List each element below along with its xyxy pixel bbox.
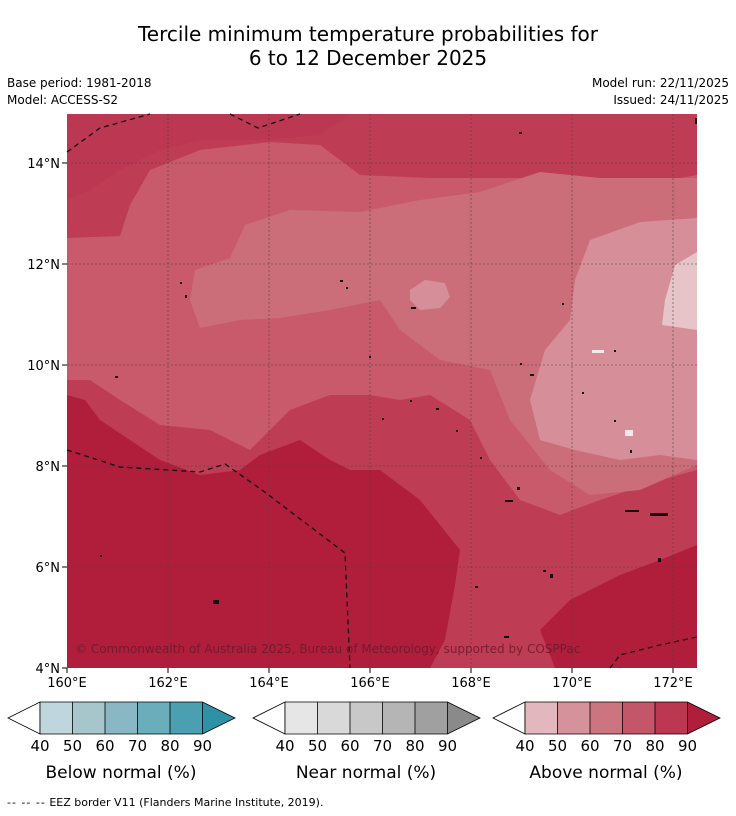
lat-label: 8°N — [36, 460, 61, 475]
legend-swatch — [170, 702, 203, 734]
legend-swatch — [525, 702, 558, 734]
region-40-50-island — [410, 280, 450, 310]
eez-borders — [66, 113, 698, 669]
legend-min-arrow — [252, 701, 286, 735]
legend-swatch — [285, 702, 318, 734]
legend-tick: 90 — [438, 737, 457, 755]
legend-tick: 60 — [580, 737, 599, 755]
issued-date: Issued: 24/11/2025 — [613, 93, 729, 107]
legend-tick: 50 — [308, 737, 327, 755]
legend-near-normal: 40 50 60 70 80 90 Near normal (%) — [252, 701, 481, 783]
legend-swatch — [557, 702, 590, 734]
legend-swatch — [622, 702, 655, 734]
axis-ticks — [62, 162, 674, 673]
legend-label-below: Below normal (%) — [46, 763, 197, 783]
islands — [100, 118, 697, 638]
model-run: Model run: 22/11/2025 — [591, 76, 729, 90]
region-80-90-south — [67, 395, 460, 668]
lat-label: 4°N — [36, 662, 61, 677]
lat-label: 12°N — [27, 258, 60, 273]
region-near-40 — [662, 252, 697, 330]
legend-label-near: Near normal (%) — [296, 763, 436, 783]
legend-min-arrow — [492, 701, 526, 735]
title-line-2: 6 to 12 December 2025 — [248, 46, 488, 70]
legend-min-arrow — [7, 701, 41, 735]
eez-line-sample: -- -- -- — [7, 796, 46, 809]
legend-tick: 40 — [30, 737, 49, 755]
legend-tick: 40 — [515, 737, 534, 755]
map-field — [67, 114, 697, 668]
lon-label: 162°E — [148, 676, 188, 691]
legend-swatch — [415, 702, 448, 734]
probability-map: © Commonwealth of Australia 2025, Bureau… — [7, 113, 721, 783]
legend-swatch — [655, 702, 688, 734]
legend-label-above: Above normal (%) — [529, 763, 682, 783]
legend-below-normal: 40 50 60 70 80 90 Below normal (%) — [7, 701, 236, 783]
legend-tick: 90 — [678, 737, 697, 755]
legend-tick: 70 — [128, 737, 147, 755]
legend-tick: 50 — [63, 737, 82, 755]
island-light — [592, 350, 633, 436]
legend-tick: 60 — [340, 737, 359, 755]
legend-max-arrow — [687, 702, 720, 734]
footnote-text: EEZ border V11 (Flanders Marine Institut… — [49, 796, 324, 809]
legend-swatch — [137, 702, 170, 734]
lon-label: 168°E — [451, 676, 491, 691]
meta-left: Base period: 1981-2018 Model: ACCESS-S2 — [7, 75, 152, 109]
region-80-90-southeast — [540, 545, 697, 668]
footnote: -- -- -- EEZ border V11 (Flanders Marine… — [7, 796, 323, 809]
lat-labels: 14°N 12°N 10°N 8°N 6°N 4°N — [27, 157, 60, 677]
map-title: Tercile minimum temperature probabilitie… — [0, 22, 736, 70]
legend-tick: 60 — [95, 737, 114, 755]
lon-labels: 160°E 162°E 164°E 166°E 168°E 170°E 172°… — [47, 676, 693, 691]
base-period: Base period: 1981-2018 — [7, 76, 152, 90]
legend-swatch — [317, 702, 350, 734]
legend-tick: 80 — [645, 737, 664, 755]
legend-swatch — [590, 702, 623, 734]
meta-right: Model run: 22/11/2025 Issued: 24/11/2025 — [592, 75, 729, 109]
region-80-90-north — [67, 114, 350, 200]
title-line-1: Tercile minimum temperature probabilitie… — [137, 22, 599, 46]
lon-label: 164°E — [249, 676, 289, 691]
legend-tick: 70 — [613, 737, 632, 755]
legend-swatch — [350, 702, 383, 734]
legend-swatch — [40, 702, 73, 734]
lon-label: 166°E — [350, 676, 390, 691]
legend-tick: 80 — [405, 737, 424, 755]
lon-label: 160°E — [47, 676, 87, 691]
legend-max-arrow — [447, 702, 480, 734]
legend-max-arrow — [202, 702, 235, 734]
lon-label: 172°E — [653, 676, 693, 691]
legend-swatch — [105, 702, 138, 734]
lon-label: 170°E — [552, 676, 592, 691]
legend-tick: 80 — [160, 737, 179, 755]
legend-tick: 40 — [275, 737, 294, 755]
lat-label: 6°N — [36, 561, 61, 576]
legend-tick: 90 — [193, 737, 212, 755]
model-name: Model: ACCESS-S2 — [7, 93, 119, 107]
legend-tick: 50 — [548, 737, 567, 755]
legend-swatch — [382, 702, 415, 734]
copyright-notice: © Commonwealth of Australia 2025, Bureau… — [75, 642, 580, 656]
graticule — [67, 114, 697, 668]
legend-above-normal: 40 50 60 70 80 90 Above normal (%) — [492, 701, 721, 783]
lat-label: 14°N — [27, 157, 60, 172]
legend-swatch — [72, 702, 105, 734]
lat-label: 10°N — [27, 359, 60, 374]
legend-tick: 70 — [373, 737, 392, 755]
